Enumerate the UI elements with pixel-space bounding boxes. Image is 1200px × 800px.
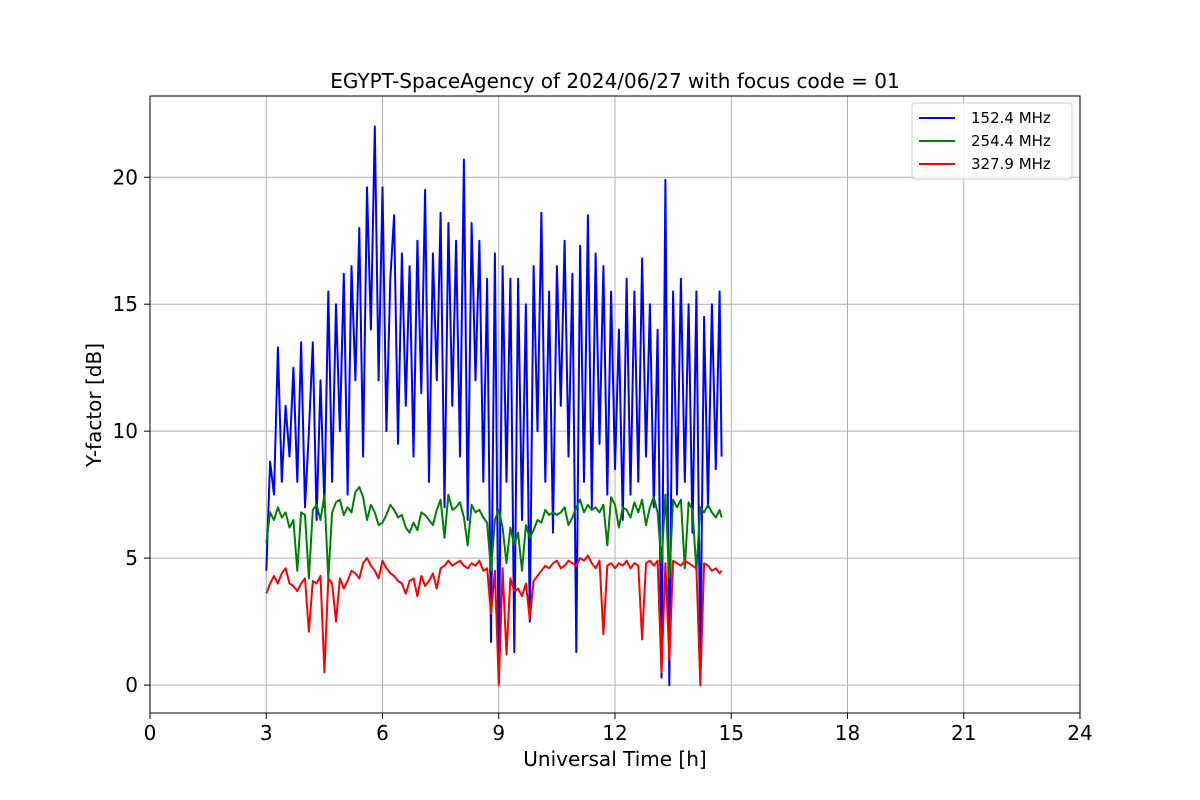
x-tick-label: 6 xyxy=(376,721,389,745)
x-tick-label: 12 xyxy=(602,721,627,745)
legend-box xyxy=(911,102,1073,180)
y-tick-label: 20 xyxy=(113,165,138,189)
x-tick-label: 9 xyxy=(492,721,505,745)
series-lines xyxy=(265,125,723,687)
x-axis-label: Universal Time [h] xyxy=(523,747,706,771)
series-line-2 xyxy=(265,486,723,580)
legend-label-152: 152.4 MHz xyxy=(971,109,1051,127)
plot-area xyxy=(149,95,1081,714)
y-axis: 0 5 10 15 20 xyxy=(113,165,150,697)
x-tick-label: 15 xyxy=(719,721,744,745)
y-axis-label: Y-factor [dB] xyxy=(82,343,106,468)
x-tick-label: 3 xyxy=(260,721,273,745)
x-axis: 0 3 6 9 12 15 18 21 24 xyxy=(144,713,1093,745)
legend-label-254: 254.4 MHz xyxy=(971,132,1051,150)
y-tick-label: 0 xyxy=(125,673,138,697)
y-tick-label: 15 xyxy=(113,292,138,316)
x-tick-label: 21 xyxy=(951,721,976,745)
x-tick-label: 0 xyxy=(144,721,157,745)
y-tick-label: 10 xyxy=(113,419,138,443)
y-tick-label: 5 xyxy=(125,546,138,570)
x-tick-label: 24 xyxy=(1067,721,1092,745)
chart-title: EGYPT-SpaceAgency of 2024/06/27 with foc… xyxy=(330,69,899,93)
legend-label-327: 327.9 MHz xyxy=(971,155,1051,173)
series-line-1 xyxy=(265,125,723,687)
series-line-3 xyxy=(265,554,723,687)
x-tick-label: 18 xyxy=(835,721,860,745)
legend: 152.4 MHz 254.4 MHz 327.9 MHz xyxy=(911,102,1073,180)
